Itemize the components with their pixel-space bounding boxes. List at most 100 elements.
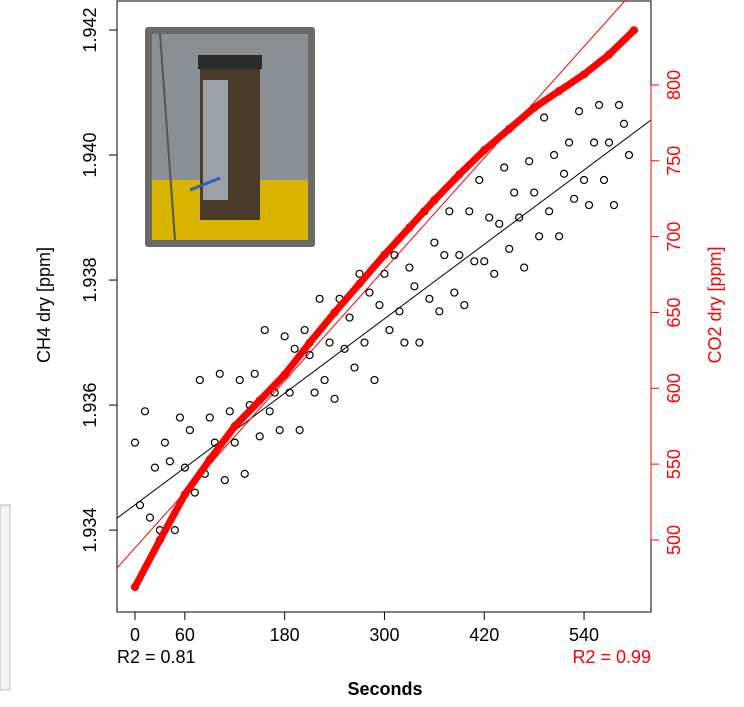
point (579, 70, 589, 79)
point (405, 263, 414, 272)
point (220, 475, 229, 485)
point (609, 200, 619, 210)
point (405, 223, 414, 232)
y-tick-label: 1.938 (80, 258, 100, 303)
point (395, 307, 404, 316)
y2-tick-label: 550 (664, 449, 684, 479)
point (465, 207, 474, 216)
point (280, 370, 289, 379)
point (550, 150, 559, 160)
point (430, 238, 439, 247)
point (380, 250, 389, 259)
point (589, 138, 599, 147)
point (525, 157, 534, 166)
point (175, 413, 184, 422)
point (315, 294, 324, 303)
point (340, 344, 349, 353)
point (230, 438, 239, 447)
point (305, 350, 314, 360)
point (415, 338, 424, 347)
y-tick-label: 1.936 (80, 383, 100, 428)
point (140, 407, 150, 416)
point (350, 363, 359, 372)
point (255, 432, 264, 441)
point (145, 513, 155, 522)
point (500, 163, 509, 172)
point (584, 200, 594, 210)
y-axis-label: CH4 dry [ppm] (34, 247, 54, 363)
point (295, 425, 304, 435)
point (370, 375, 379, 385)
point (485, 213, 494, 222)
point (240, 469, 249, 478)
y2-tick-label: 800 (664, 70, 684, 100)
point (355, 279, 364, 288)
side-panel (0, 504, 11, 691)
y2-tick-label: 600 (664, 373, 684, 403)
inset-photo (145, 27, 315, 247)
plot-layer (117, 0, 651, 592)
point (480, 257, 489, 266)
point (490, 269, 499, 278)
point (540, 113, 549, 122)
point (275, 425, 284, 435)
point (470, 257, 479, 266)
point (435, 307, 444, 316)
y2-tick-label: 500 (664, 525, 684, 555)
point (530, 103, 539, 112)
point (205, 413, 214, 422)
x-tick-label: 420 (469, 625, 499, 645)
point (170, 526, 179, 535)
y2-tick-label: 750 (664, 146, 684, 176)
point (320, 375, 329, 385)
point (559, 169, 569, 178)
point (455, 170, 464, 179)
point (165, 457, 174, 466)
point (545, 207, 554, 216)
point (130, 582, 140, 592)
annotation: R2 = 0.81 (117, 647, 196, 667)
point (285, 388, 294, 397)
y-tick-label: 1.940 (80, 133, 100, 178)
y-tick-label: 1.942 (80, 7, 100, 52)
point (345, 313, 354, 322)
point (260, 325, 269, 335)
point (604, 138, 614, 147)
point (290, 344, 299, 353)
x-tick-label: 0 (130, 625, 140, 645)
x-axis-label: Seconds (347, 679, 422, 699)
point (360, 338, 369, 347)
point (180, 490, 189, 499)
point (180, 463, 189, 472)
point (515, 213, 524, 222)
point (355, 269, 364, 278)
point (440, 250, 449, 260)
point (305, 338, 314, 347)
point (150, 463, 160, 472)
point (455, 250, 464, 260)
point (594, 100, 604, 110)
point (135, 501, 145, 510)
point (215, 369, 224, 378)
point (555, 232, 564, 241)
point (624, 150, 634, 160)
point (235, 375, 244, 385)
point (225, 407, 234, 416)
point (310, 388, 319, 397)
point (325, 338, 334, 347)
x-tick-label: 180 (270, 625, 300, 645)
point (255, 396, 264, 405)
point (530, 188, 539, 197)
point (480, 146, 489, 155)
point (505, 244, 514, 253)
annotation: R2 = 0.99 (572, 647, 651, 667)
point (619, 119, 629, 128)
point (265, 407, 274, 416)
y-tick-label: 1.934 (80, 508, 100, 553)
point (190, 488, 199, 497)
point (579, 175, 589, 185)
point (574, 107, 584, 116)
point (385, 325, 394, 335)
point (460, 300, 469, 310)
fit-line (117, 119, 651, 519)
